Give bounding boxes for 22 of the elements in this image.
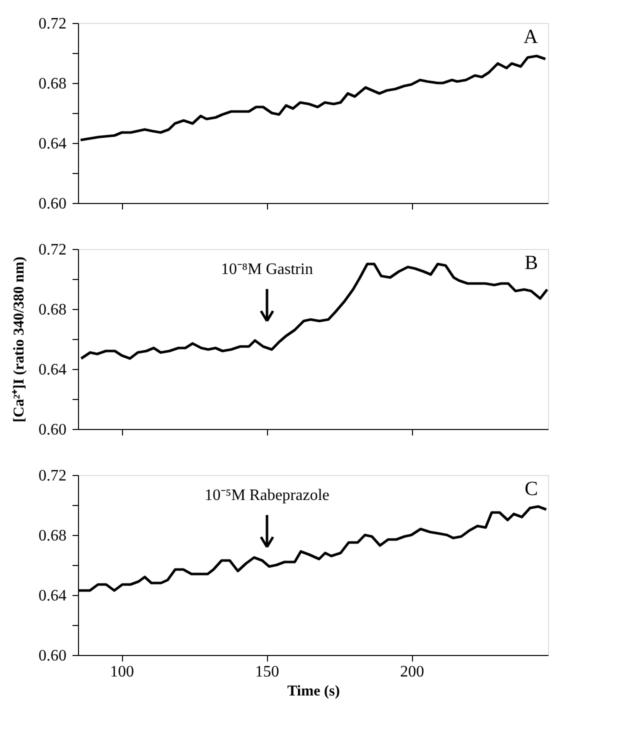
annotation: 10⁻⁸M Gastrin	[221, 261, 313, 278]
annotation: A	[524, 26, 539, 48]
x-tick-label: 150	[255, 664, 280, 680]
x-tick-label: 100	[110, 664, 134, 680]
y-tick-label: 0.64	[38, 136, 66, 152]
y-tick-label: 0.60	[38, 196, 66, 212]
y-tick-label: 0.72	[38, 242, 66, 258]
y-axis-title: [Ca²⁺]I (ratio 340/380 nm)	[12, 256, 28, 422]
annotation: C	[524, 478, 538, 500]
annotation: 10⁻⁵M Rabeprazole	[204, 487, 330, 504]
y-tick-label: 0.64	[38, 588, 66, 604]
y-tick-label: 0.60	[38, 648, 66, 664]
x-axis-title: Time (s)	[287, 684, 340, 700]
y-tick-label: 0.68	[38, 528, 66, 544]
y-tick-label: 0.68	[38, 76, 66, 92]
y-tick-label: 0.60	[38, 422, 66, 438]
y-tick-label: 0.64	[38, 362, 66, 378]
x-tick-label: 200	[400, 664, 424, 680]
y-tick-label: 0.68	[38, 302, 66, 318]
y-tick-label: 0.72	[38, 468, 66, 484]
annotation: B	[524, 252, 538, 274]
y-tick-label: 0.72	[38, 16, 66, 32]
